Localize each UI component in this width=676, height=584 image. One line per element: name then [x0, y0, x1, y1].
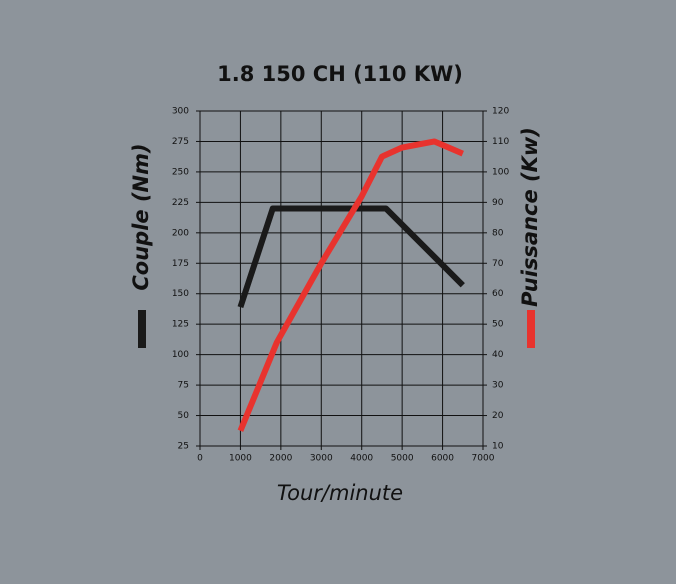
- y-tick-label: 125: [172, 320, 189, 330]
- x-axis-label: Tour/minute: [277, 481, 403, 505]
- x-tick-label: 0: [197, 454, 203, 464]
- y-tick-label: 100: [172, 350, 189, 360]
- y-tick-label: 175: [172, 259, 189, 269]
- y-tick-label: 50: [178, 411, 190, 421]
- x-tick-label: 4000: [350, 454, 373, 464]
- y-tick-label: 25: [178, 442, 189, 452]
- y2-tick-label: 90: [492, 198, 504, 208]
- legend-label: Puissance (Kw): [518, 127, 542, 307]
- x-tick-label: 2000: [269, 454, 292, 464]
- y2-tick-label: 30: [492, 381, 504, 391]
- chart-title: 1.8 150 CH (110 KW): [217, 62, 463, 86]
- y-tick-label: 75: [178, 381, 189, 391]
- x-tick-label: 6000: [431, 454, 454, 464]
- y2-tick-label: 80: [492, 228, 504, 238]
- y2-tick-label: 120: [492, 107, 509, 117]
- y-tick-label: 275: [172, 137, 189, 147]
- y2-tick-label: 40: [492, 350, 504, 360]
- y-tick-label: 225: [172, 198, 189, 208]
- x-tick-label: 3000: [310, 454, 333, 464]
- x-tick-label: 1000: [229, 454, 252, 464]
- y2-tick-label: 70: [492, 259, 504, 269]
- series-line: [237, 138, 464, 432]
- y-tick-label: 300: [172, 107, 189, 117]
- legend-label: Couple (Nm): [129, 143, 153, 290]
- series-line: [237, 205, 465, 309]
- y2-tick-label: 50: [492, 320, 504, 330]
- y2-tick-label: 20: [492, 411, 504, 421]
- y2-tick-label: 110: [492, 137, 509, 147]
- y2-tick-label: 100: [492, 167, 509, 177]
- x-tick-label: 7000: [472, 454, 495, 464]
- y2-tick-label: 60: [492, 289, 504, 299]
- y2-tick-label: 10: [492, 442, 504, 452]
- y-tick-label: 250: [172, 167, 189, 177]
- x-tick-label: 5000: [391, 454, 414, 464]
- legend-swatch: [527, 310, 535, 348]
- y-tick-label: 200: [172, 228, 189, 238]
- legend-swatch: [138, 310, 146, 348]
- y-tick-label: 150: [172, 289, 189, 299]
